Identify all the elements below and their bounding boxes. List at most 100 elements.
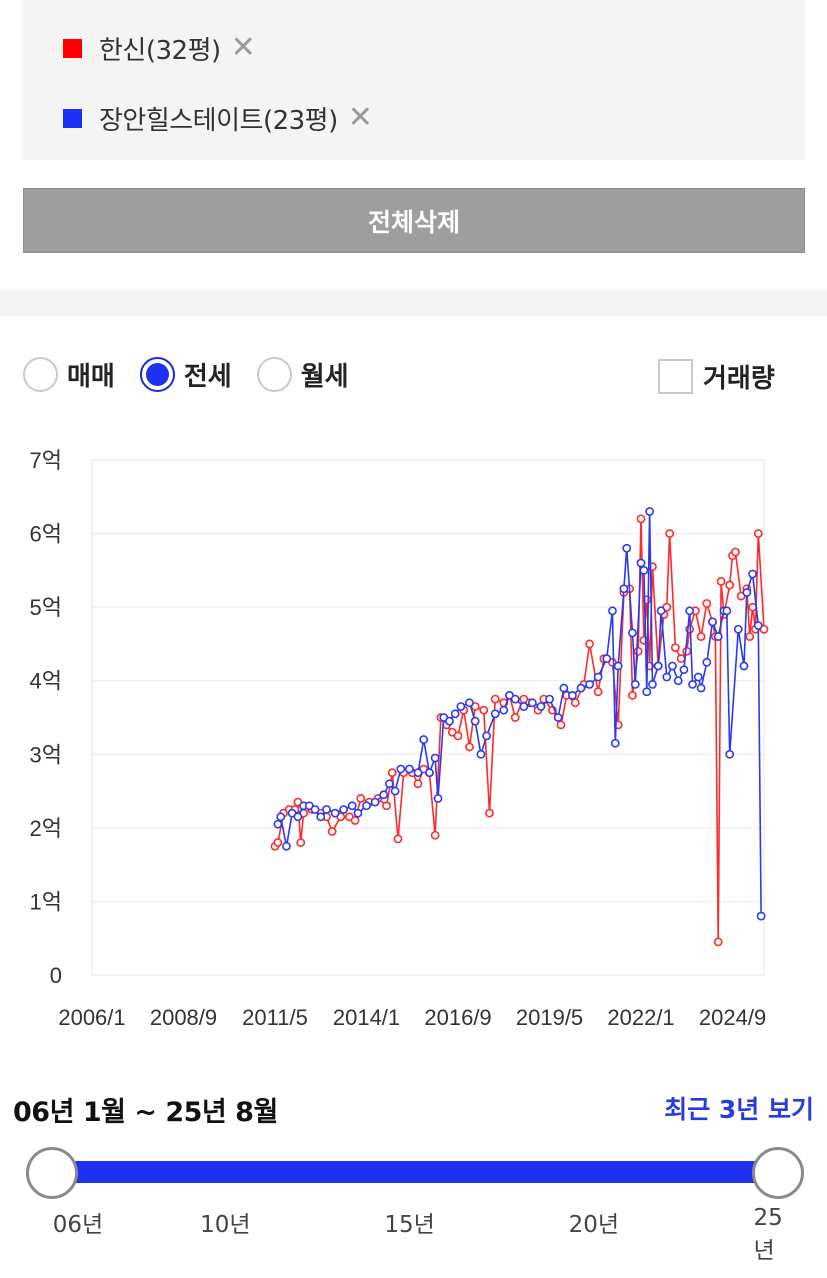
- data-point: [585, 679, 594, 689]
- data-point: [702, 599, 712, 608]
- radio-label: 월세: [300, 362, 349, 392]
- data-point: [559, 683, 569, 693]
- x-tick-label: 2006/1: [58, 1005, 125, 1030]
- range-slider-start-handle[interactable]: [26, 1147, 78, 1199]
- data-point: [602, 654, 612, 664]
- data-point: [510, 694, 520, 704]
- data-point: [688, 679, 697, 689]
- data-point: [499, 705, 509, 715]
- data-point: [628, 628, 637, 638]
- data-point: [273, 819, 283, 829]
- data-point: [430, 753, 440, 763]
- delete-all-button[interactable]: 전체삭제: [23, 188, 805, 253]
- section-divider: [0, 290, 827, 316]
- data-point: [356, 794, 366, 803]
- data-point: [696, 683, 706, 693]
- data-point: [725, 580, 735, 590]
- radio-circle[interactable]: [139, 357, 175, 392]
- range-slider-end-handle[interactable]: [752, 1147, 804, 1199]
- radio-circle[interactable]: [256, 357, 292, 392]
- price-line-chart: 0 1억 2억 3억 4억 5억 6억 7억 2006/1 2008/9 2011/5 2014/1 2…: [30, 448, 769, 1030]
- slider-tick-label: 15년: [384, 1212, 435, 1238]
- data-point: [733, 624, 743, 634]
- data-point: [519, 702, 529, 711]
- close-icon[interactable]: ✕: [347, 100, 373, 135]
- y-tick-label: 6억: [30, 522, 62, 547]
- radio-monthly-rent[interactable]: 월세: [256, 356, 349, 393]
- volume-checkbox[interactable]: 거래량: [658, 358, 775, 395]
- data-point: [756, 911, 766, 921]
- data-point: [379, 790, 389, 800]
- y-tick-label: 2억: [30, 816, 62, 841]
- data-point: [636, 558, 646, 568]
- data-point: [482, 731, 492, 741]
- data-point: [753, 621, 763, 630]
- x-tick-label: 2014/1: [333, 1005, 400, 1030]
- series-color-swatch-red: [63, 38, 82, 58]
- data-point: [456, 702, 466, 711]
- data-point: [370, 797, 380, 807]
- data-point: [656, 606, 666, 616]
- data-point: [668, 661, 677, 671]
- data-point: [296, 838, 306, 847]
- data-point: [639, 565, 649, 575]
- y-tick-label: 1억: [30, 889, 62, 914]
- radio-label: 매매: [67, 362, 115, 392]
- data-point: [610, 738, 620, 748]
- data-point: [490, 709, 500, 719]
- data-point: [748, 569, 757, 579]
- data-point: [390, 786, 400, 796]
- data-point: [713, 937, 723, 947]
- x-tick-label: 2019/5: [516, 1005, 583, 1030]
- x-tick-label: 2008/9: [150, 1005, 217, 1030]
- radio-sale[interactable]: 매매: [23, 356, 115, 393]
- data-point: [387, 768, 397, 778]
- data-point: [445, 716, 454, 726]
- data-point: [353, 808, 363, 818]
- data-point: [742, 588, 752, 597]
- data-point: [393, 834, 403, 844]
- selected-item-hanshin: 한신(32평) ✕: [63, 28, 256, 68]
- close-icon[interactable]: ✕: [230, 30, 256, 65]
- data-point: [362, 801, 371, 811]
- data-point: [553, 713, 563, 722]
- data-point: [685, 606, 695, 616]
- data-point: [536, 702, 546, 711]
- y-tick-label: 5억: [30, 595, 62, 620]
- data-point: [648, 679, 657, 689]
- plot-area: [91, 459, 765, 976]
- data-point: [653, 661, 663, 671]
- radio-circle[interactable]: [23, 357, 58, 392]
- data-point: [396, 764, 406, 774]
- data-point: [693, 672, 703, 682]
- data-point: [465, 698, 474, 708]
- recent-3-years-button[interactable]: 최근 3년 보기: [664, 1095, 814, 1124]
- data-point: [753, 529, 763, 538]
- data-point: [485, 808, 494, 818]
- data-point: [696, 632, 706, 641]
- data-point: [527, 698, 537, 708]
- data-point: [413, 768, 423, 778]
- radio-jeonse[interactable]: 전세: [139, 356, 232, 393]
- data-point: [576, 683, 586, 693]
- data-point: [636, 514, 646, 524]
- data-point: [293, 812, 303, 822]
- data-point: [339, 805, 349, 814]
- data-point: [413, 779, 423, 789]
- data-point: [470, 716, 480, 726]
- data-point: [316, 812, 326, 822]
- selected-item-name: 장안힐스테이트(23평): [99, 105, 338, 136]
- data-point: [702, 657, 712, 667]
- data-point: [708, 617, 717, 627]
- data-point: [619, 584, 629, 594]
- data-point: [662, 672, 672, 682]
- data-point: [682, 646, 692, 656]
- checkbox-box[interactable]: [658, 359, 693, 394]
- data-point: [384, 779, 394, 789]
- data-point: [731, 547, 740, 557]
- date-range-label: 06년 1월 ~ 25년 8월: [13, 1097, 278, 1128]
- data-point: [510, 713, 520, 722]
- data-point: [419, 735, 429, 744]
- x-tick-label: 2024/9: [699, 1005, 766, 1030]
- range-slider-track[interactable]: [52, 1161, 778, 1183]
